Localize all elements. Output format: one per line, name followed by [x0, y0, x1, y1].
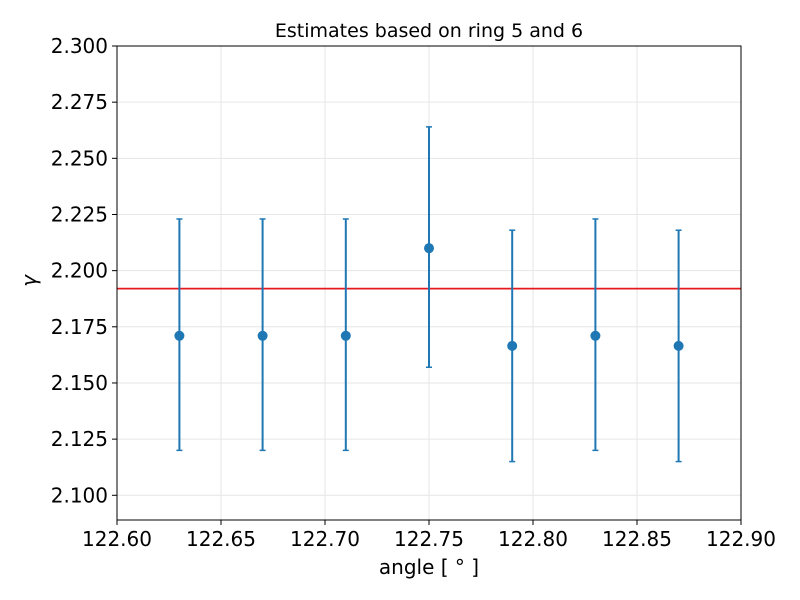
x-tick-label: 122.65 [186, 527, 256, 551]
ticks: 122.60 122.65 122.70 122.75 122.80 122.85 122.… [51, 34, 776, 551]
x-tick-label: 122.60 [82, 527, 152, 551]
chart-title: Estimates based on ring 5 and 6 [275, 20, 583, 42]
y-tick-label: 2.250 [51, 146, 108, 170]
data-layer [174, 126, 684, 463]
data-point [424, 243, 434, 254]
y-tick-label: 2.175 [51, 315, 108, 339]
y-axis-label: γ [17, 274, 41, 287]
x-tick-label: 122.90 [706, 527, 776, 551]
data-point [507, 340, 518, 351]
data-point [590, 330, 601, 341]
x-tick-label: 122.80 [498, 527, 568, 551]
data-point [257, 330, 268, 341]
x-tick-label: 122.70 [290, 527, 360, 551]
x-tick-label: 122.75 [394, 527, 464, 551]
y-tick-label: 2.275 [51, 90, 108, 114]
y-tick-label: 2.225 [51, 202, 108, 226]
data-point [340, 330, 351, 341]
y-tick-label: 2.125 [51, 427, 108, 451]
y-tick-label: 2.150 [51, 371, 108, 395]
y-tick-label: 2.100 [51, 483, 108, 507]
data-point [174, 330, 185, 341]
x-tick-label: 122.85 [602, 527, 672, 551]
data-point [673, 340, 684, 351]
y-tick-label: 2.200 [51, 259, 108, 283]
x-axis-label: angle [ ° ] [379, 555, 479, 579]
y-tick-label: 2.300 [51, 34, 108, 58]
